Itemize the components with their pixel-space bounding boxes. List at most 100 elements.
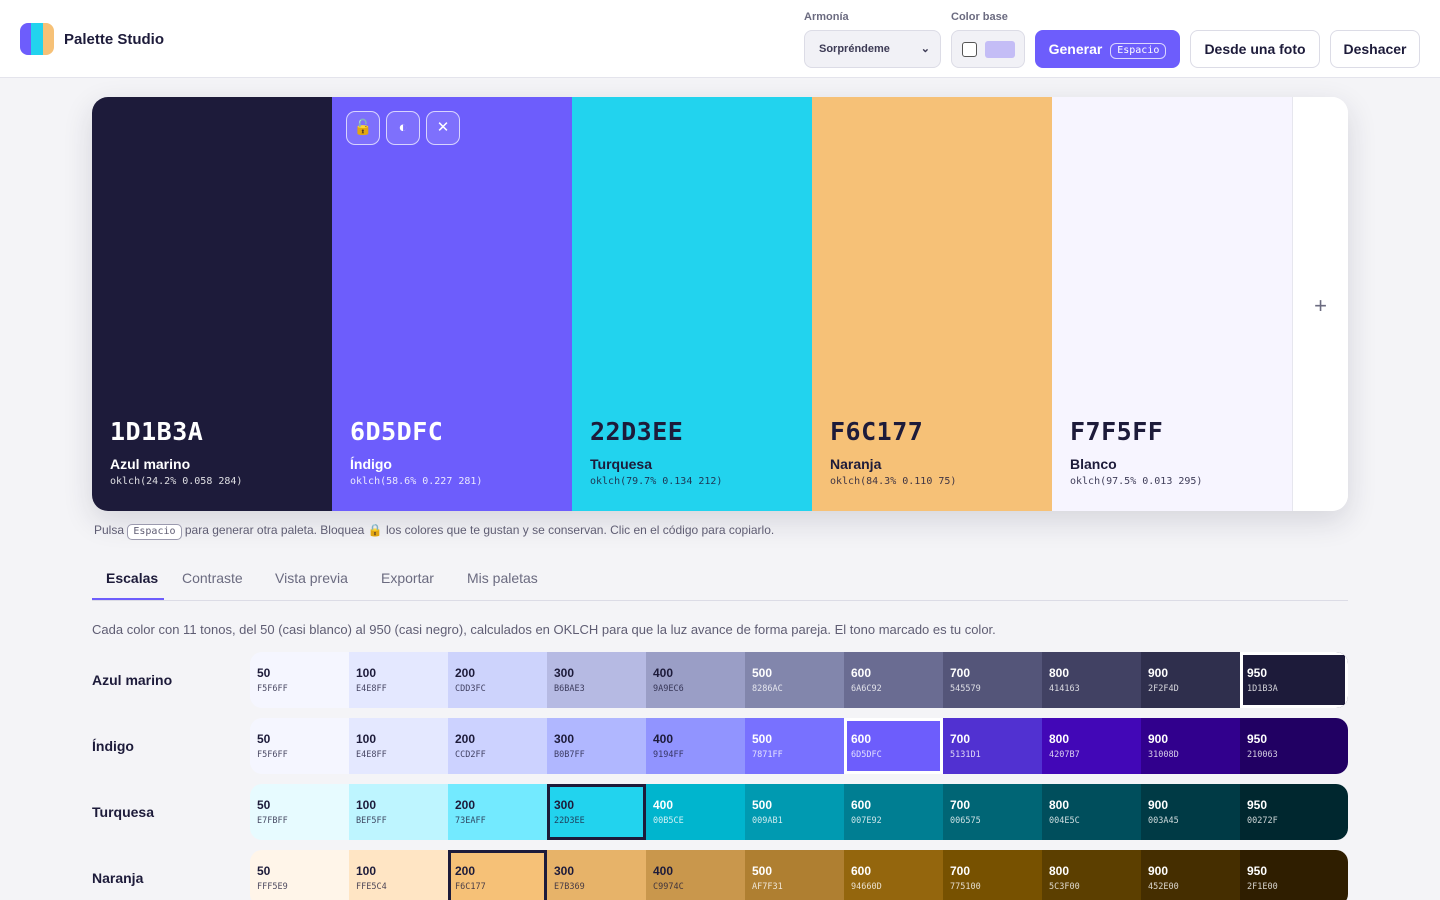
undo-button[interactable]: Deshacer [1330, 30, 1420, 68]
scale-step[interactable]: 800 4207B7 [1042, 718, 1141, 774]
scale-step[interactable]: 200 CDD3FC [448, 652, 547, 708]
scale-step[interactable]: 700 006575 [943, 784, 1042, 840]
scale-step[interactable]: 400 9194FF [646, 718, 745, 774]
scale-steps: 50 FFF5E9 100 FFE5C4 200 F6C177 300 E7B369 400 C9… [250, 850, 1348, 900]
scale-step[interactable]: 50 F5F6FF [250, 652, 349, 708]
generate-button-label: Generar [1048, 41, 1103, 57]
scale-step-number: 300 [554, 666, 575, 680]
scale-step[interactable]: 900 31008D [1141, 718, 1240, 774]
scale-step[interactable]: 200 CCD2FF [448, 718, 547, 774]
scale-step-number: 400 [653, 666, 674, 680]
tab-vista-previa[interactable]: Vista previa [275, 570, 348, 586]
scale-step[interactable]: 950 1D1B3A [1240, 652, 1348, 708]
scale-step-number: 400 [653, 732, 674, 746]
scale-step[interactable]: 50 F5F6FF [250, 718, 349, 774]
scale-step[interactable]: 800 004E5C [1042, 784, 1141, 840]
scale-step-hex: AF7F31 [752, 882, 783, 892]
harmony-select[interactable]: Sorpréndeme ⌄ [804, 30, 941, 68]
scale-step-number: 800 [1049, 732, 1070, 746]
scale-step[interactable]: 400 00B5CE [646, 784, 745, 840]
scale-step-hex: 8286AC [752, 684, 783, 694]
palette-color-column[interactable]: 1D1B3A Azul marino oklch(24.2% 0.058 284) [92, 97, 332, 511]
contrast-icon[interactable]: ◐ [386, 111, 420, 145]
tab-escalas[interactable]: Escalas [106, 570, 159, 586]
scale-step[interactable]: 50 FFF5E9 [250, 850, 349, 900]
scale-row: Naranja 50 FFF5E9 100 FFE5C4 200 F6C177 300 E7B3… [92, 850, 1348, 900]
scale-step-number: 950 [1247, 798, 1268, 812]
lock-toggle-icon[interactable]: 🔓 [346, 111, 380, 145]
scale-step[interactable]: 500 7871FF [745, 718, 844, 774]
scale-step[interactable]: 100 E4E8FF [349, 718, 448, 774]
scale-step-number: 700 [950, 864, 971, 878]
palette-color-column[interactable]: 22D3EE Turquesa oklch(79.7% 0.134 212) [572, 97, 812, 511]
scale-step-hex: 6D5DFC [851, 750, 882, 760]
from-photo-button[interactable]: Desde una foto [1190, 30, 1320, 68]
scale-row-label: Turquesa [92, 804, 154, 820]
scale-step[interactable]: 300 B6BAE3 [547, 652, 646, 708]
palette-color-column[interactable]: 6D5DFC Índigo oklch(58.6% 0.227 281) 🔓 ◐ ✕ [332, 97, 572, 511]
scale-step[interactable]: 100 FFE5C4 [349, 850, 448, 900]
harmony-select-value: Sorpréndeme [819, 43, 890, 55]
tab-mis-paletas[interactable]: Mis paletas [467, 570, 538, 586]
tab-contraste[interactable]: Contraste [182, 570, 243, 586]
scale-step[interactable]: 800 5C3F00 [1042, 850, 1141, 900]
scale-step[interactable]: 700 5131D1 [943, 718, 1042, 774]
remove-color-icon[interactable]: ✕ [426, 111, 460, 145]
scale-step[interactable]: 700 775100 [943, 850, 1042, 900]
scale-step[interactable]: 600 6A6C92 [844, 652, 943, 708]
tab-exportar[interactable]: Exportar [381, 570, 434, 586]
scale-row-label: Naranja [92, 870, 144, 886]
palette-color-column[interactable]: F6C177 Naranja oklch(84.3% 0.110 75) [812, 97, 1052, 511]
scale-step[interactable]: 200 73EAFF [448, 784, 547, 840]
scale-step-hex: 452E00 [1148, 882, 1179, 892]
scale-step-number: 400 [653, 798, 674, 812]
scale-step[interactable]: 600 007E92 [844, 784, 943, 840]
logo-stripe-3 [42, 23, 54, 55]
scale-step[interactable]: 500 009AB1 [745, 784, 844, 840]
scale-step[interactable]: 300 E7B369 [547, 850, 646, 900]
generate-button[interactable]: Generar Espacio [1035, 30, 1180, 68]
scale-step[interactable]: 600 6D5DFC [844, 718, 943, 774]
scale-step[interactable]: 50 E7FBFF [250, 784, 349, 840]
scale-step[interactable]: 950 210063 [1240, 718, 1348, 774]
scale-step-hex: B6BAE3 [554, 684, 585, 694]
scale-step-hex: E7B369 [554, 882, 585, 892]
color-hex-code[interactable]: 1D1B3A [110, 417, 204, 446]
scale-step[interactable]: 100 BEF5FF [349, 784, 448, 840]
scale-step[interactable]: 400 9A9EC6 [646, 652, 745, 708]
scale-step[interactable]: 900 2F2F4D [1141, 652, 1240, 708]
scale-step[interactable]: 700 545579 [943, 652, 1042, 708]
scale-step[interactable]: 300 22D3EE [547, 784, 646, 840]
scale-step[interactable]: 950 00272F [1240, 784, 1348, 840]
scale-step-hex: 4207B7 [1049, 750, 1080, 760]
generate-shortcut-badge: Espacio [1110, 43, 1167, 59]
base-color-control [951, 30, 1025, 68]
scale-step[interactable]: 800 414163 [1042, 652, 1141, 708]
scale-step-number: 800 [1049, 798, 1070, 812]
color-hex-code[interactable]: 6D5DFC [350, 417, 444, 446]
scale-step[interactable]: 100 E4E8FF [349, 652, 448, 708]
scale-step-number: 800 [1049, 666, 1070, 680]
base-color-checkbox[interactable] [962, 42, 977, 57]
color-hex-code[interactable]: F6C177 [830, 417, 924, 446]
color-name: Naranja [830, 456, 882, 472]
palette-color-column[interactable]: F7F5FF Blanco oklch(97.5% 0.013 295) [1052, 97, 1292, 511]
scale-step[interactable]: 950 2F1E00 [1240, 850, 1348, 900]
color-hex-code[interactable]: F7F5FF [1070, 417, 1164, 446]
scale-step[interactable]: 400 C9974C [646, 850, 745, 900]
scale-step[interactable]: 900 452E00 [1141, 850, 1240, 900]
scale-step[interactable]: 500 AF7F31 [745, 850, 844, 900]
hint-text-after: los colores que te gustan y se conservan… [385, 523, 775, 537]
scale-step[interactable]: 200 F6C177 [448, 850, 547, 900]
color-hex-code[interactable]: 22D3EE [590, 417, 684, 446]
scale-step-number: 400 [653, 864, 674, 878]
color-oklch-value: oklch(84.3% 0.110 75) [830, 476, 957, 487]
scale-step-hex: 94660D [851, 882, 882, 892]
scale-step[interactable]: 500 8286AC [745, 652, 844, 708]
scale-step[interactable]: 300 B0B7FF [547, 718, 646, 774]
add-color-button[interactable]: + [1292, 97, 1348, 511]
scale-step[interactable]: 600 94660D [844, 850, 943, 900]
scale-step[interactable]: 900 003A45 [1141, 784, 1240, 840]
base-color-swatch[interactable] [985, 41, 1015, 58]
scale-step-hex: CCD2FF [455, 750, 486, 760]
